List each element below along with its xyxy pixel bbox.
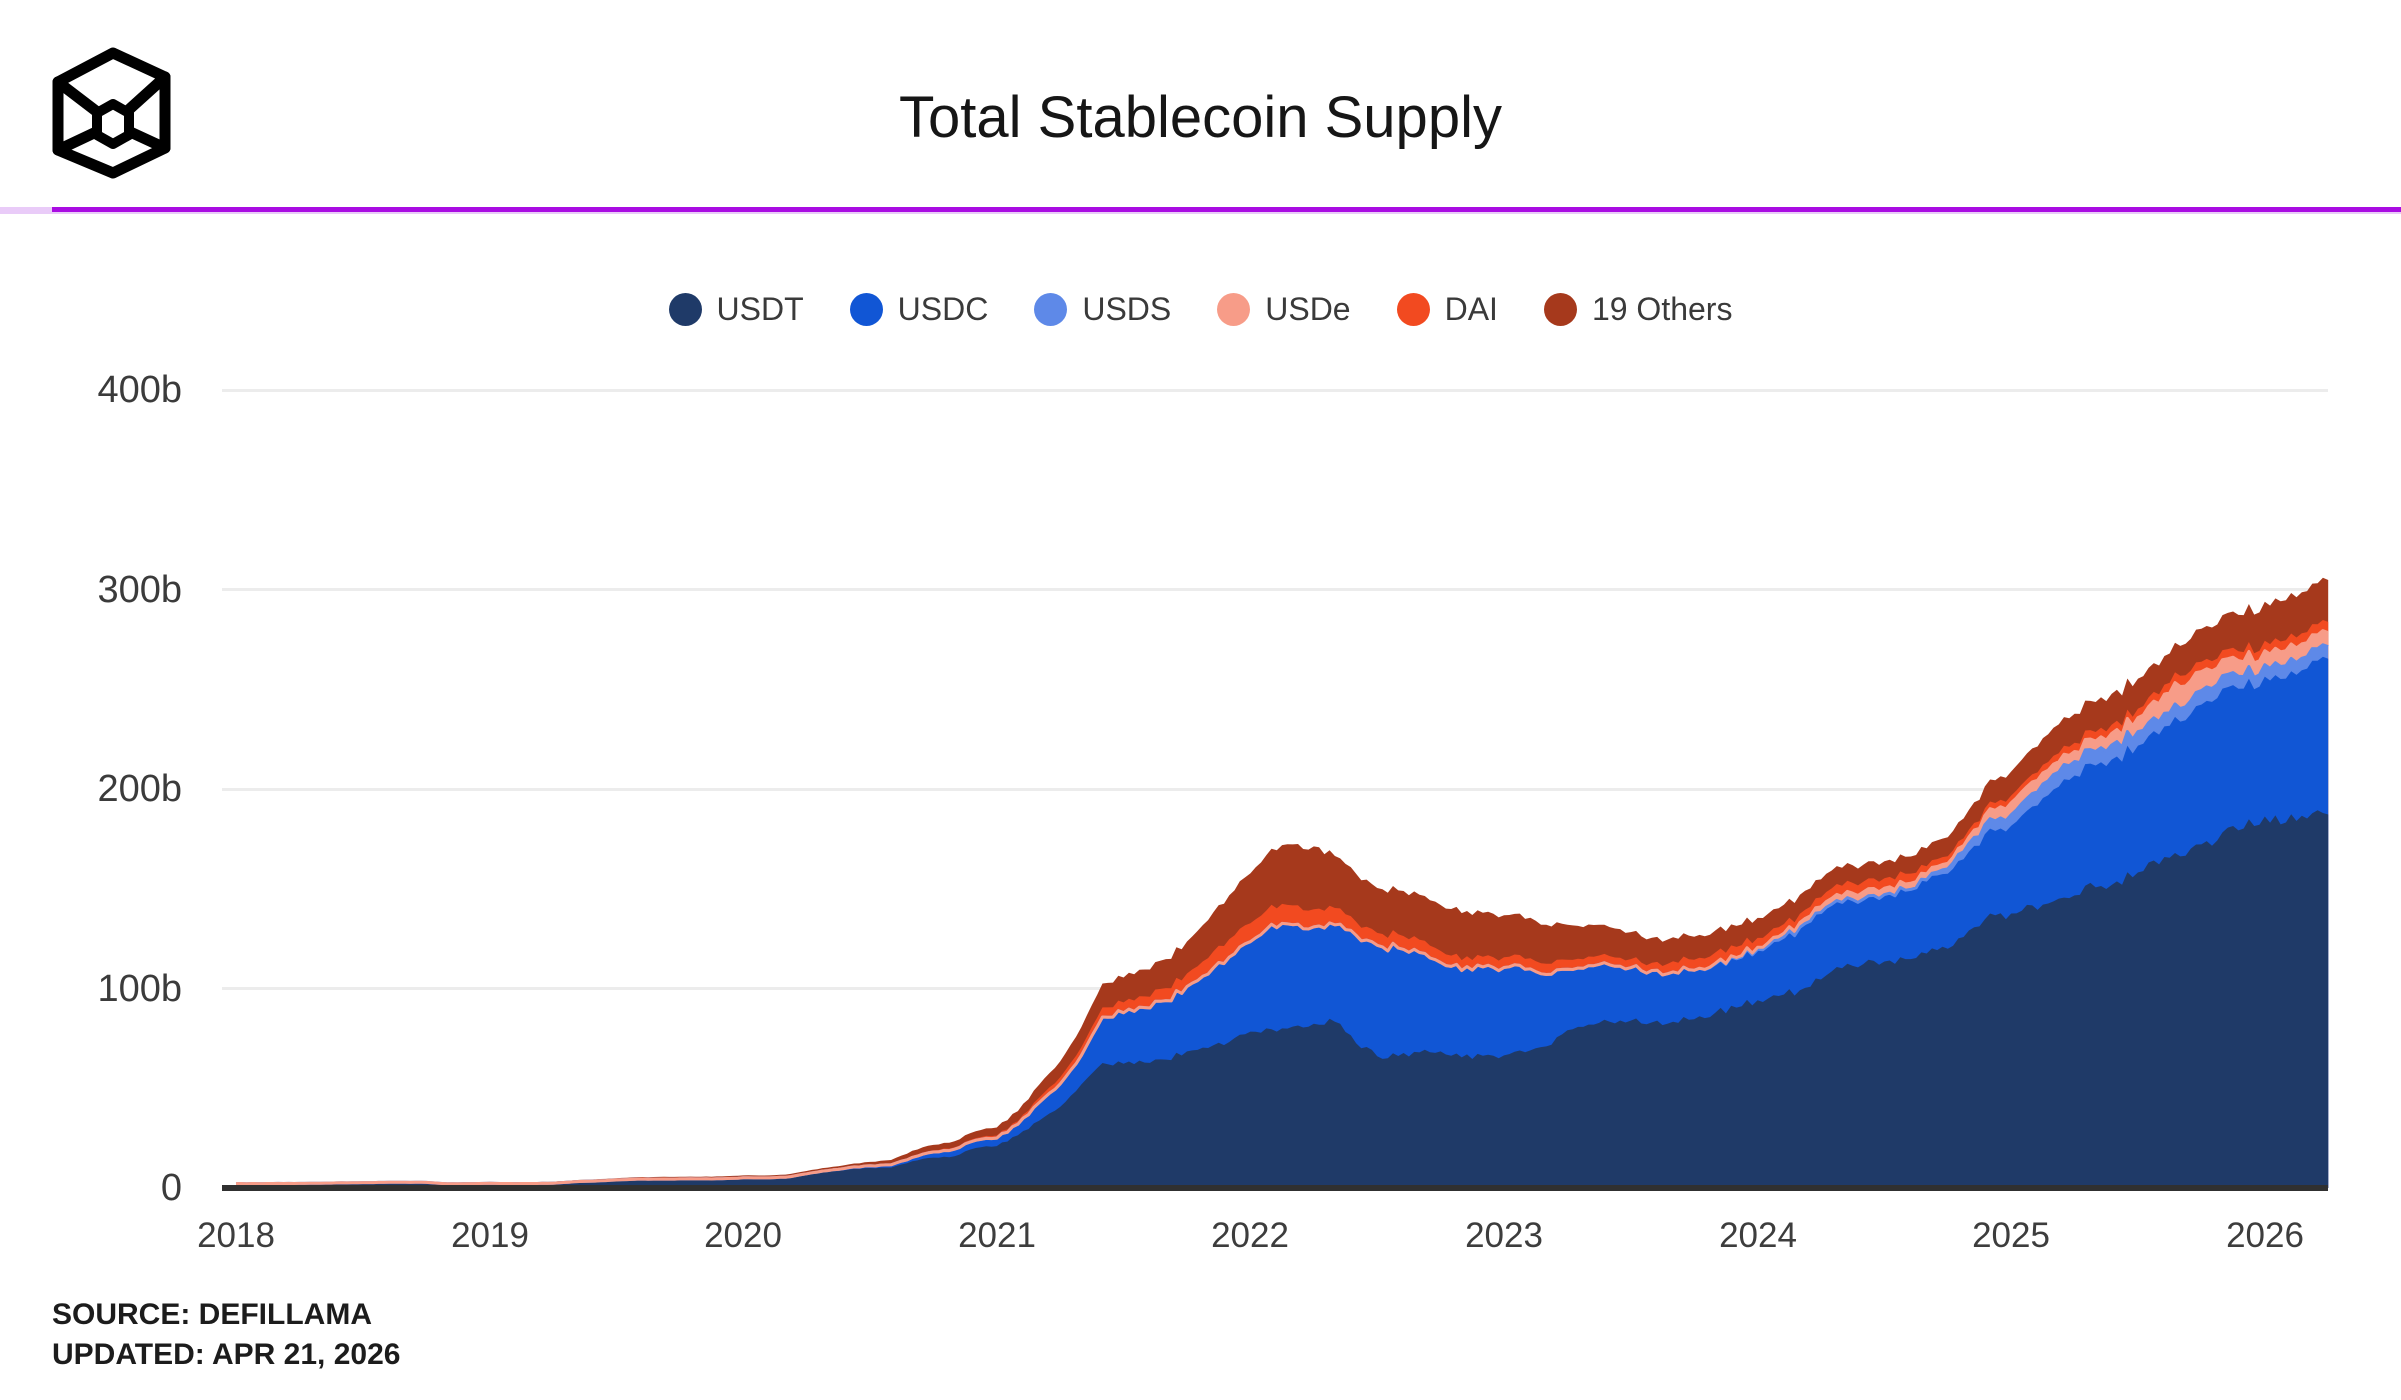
x-tick-2023: 2023 [1465,1216,1543,1255]
legend-dot-usds-icon [1034,292,1068,326]
page-title: Total Stablecoin Supply [899,85,1502,150]
x-tick-2022: 2022 [1211,1216,1289,1255]
legend-item-dai: DAI [1396,290,1498,328]
y-tick-400b: 400b [97,369,182,411]
x-axis-line [222,1185,2328,1191]
gridline-200b [222,788,2328,791]
x-tick-2018: 2018 [197,1216,275,1255]
x-tick-2024: 2024 [1719,1216,1797,1255]
title-divider [52,207,2401,212]
legend-item-usdt: USDT [668,290,804,328]
y-tick-300b: 300b [97,569,182,611]
y-tick-200b: 200b [97,768,182,810]
legend-dot-usde-icon [1217,292,1251,326]
legend-dot-others-icon [1543,292,1577,326]
x-tick-2021: 2021 [958,1216,1036,1255]
gridline-300b [222,588,2328,591]
legend-label-usds: USDS [1082,290,1172,327]
gridline-400b [222,389,2328,392]
updated-note: UPDATED: APR 21, 2026 [52,1338,401,1371]
legend-dot-usdt-icon [668,292,702,326]
legend-item-usdc: USDC [849,290,989,328]
legend-dot-dai-icon [1396,292,1430,326]
y-tick-0: 0 [160,1167,182,1209]
cube-logo-icon [52,47,171,179]
legend-item-usds: USDS [1034,291,1171,328]
y-tick-100b: 100b [97,968,182,1010]
legend-item-usde: USDe [1217,290,1351,328]
x-tick-2026: 2026 [2226,1216,2304,1255]
source-note-block: SOURCE: DEFILLAMA UPDATED: APR 21, 2026 [52,1295,400,1375]
legend-item-others: 19 Others [1543,290,1733,328]
legend-label-usdc: USDC [897,290,989,327]
legend-dot-usdc-icon [849,292,883,326]
x-tick-2020: 2020 [704,1216,782,1255]
x-tick-2025: 2025 [1972,1216,2050,1255]
legend-label-usde: USDe [1265,290,1351,327]
legend-label-others: 19 Others [1591,290,1733,327]
area-usdt [236,810,2329,1188]
x-tick-2019: 2019 [451,1216,529,1255]
edge-line-usde [235,629,2329,1186]
legend-label-usdt: USDT [716,290,804,327]
chart-legend: USDT USDC USDS USDe DAI 19 Others [0,287,2401,331]
source-note: SOURCE: DEFILLAMA [52,1298,372,1331]
legend-label-dai: DAI [1444,290,1498,327]
